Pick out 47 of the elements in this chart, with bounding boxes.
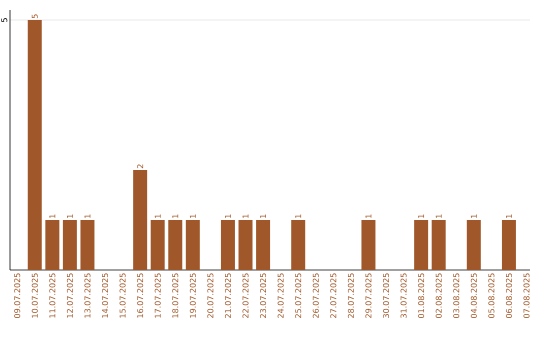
- data-label: 1: [172, 214, 178, 218]
- data-label: 1: [470, 214, 477, 218]
- x-tick-label: 26.07.2025: [312, 273, 319, 318]
- data-label: 1: [84, 214, 90, 218]
- data-label: 1: [225, 214, 231, 218]
- x-tick-label: 11.07.2025: [49, 273, 56, 318]
- data-label: 1: [66, 214, 73, 218]
- x-tick-label: 10.07.2025: [32, 273, 38, 318]
- x-tick-label: 29.07.2025: [365, 273, 372, 318]
- x-tick-label: 06.08.2025: [506, 273, 512, 318]
- data-label: 1: [154, 214, 161, 218]
- x-tick-label: 21.07.2025: [224, 273, 231, 318]
- data-label: 1: [190, 214, 196, 218]
- x-tick-label: 17.07.2025: [154, 273, 161, 318]
- x-tick-label: 28.07.2025: [348, 273, 354, 318]
- data-label: 1: [436, 214, 442, 218]
- data-label: 1: [49, 214, 56, 218]
- x-tick-label: 01.08.2025: [418, 273, 424, 318]
- data-label: 1: [366, 214, 372, 218]
- data-label: 1: [242, 214, 248, 218]
- data-label: 2: [137, 164, 144, 168]
- x-tick-label: 30.07.2025: [382, 273, 390, 318]
- x-tick-label: 03.08.2025: [453, 273, 460, 318]
- x-tick-label: 18.07.2025: [172, 273, 178, 318]
- x-tick-label: 02.08.2025: [436, 273, 442, 318]
- x-tick-label: 16.07.2025: [137, 273, 144, 318]
- data-label: 1: [418, 214, 424, 218]
- x-tick-label: 14.07.2025: [102, 273, 108, 318]
- data-label: 1: [506, 214, 512, 218]
- x-tick-label: 22.07.2025: [242, 273, 249, 318]
- data-label: 1: [260, 214, 266, 218]
- data-label: 5: [32, 14, 38, 18]
- x-tick-label: 15.07.2025: [120, 273, 126, 318]
- x-tick-label: 27.07.2025: [330, 273, 336, 318]
- data-label: 1: [295, 214, 302, 218]
- x-tick-label: 25.07.2025: [295, 273, 302, 318]
- x-tick-label: 07.08.2025: [523, 273, 530, 318]
- x-tick-label: 23.07.2025: [260, 273, 266, 318]
- x-tick-label: 05.08.2025: [488, 273, 494, 318]
- x-tick-label: 12.07.2025: [66, 273, 73, 318]
- x-tick-label: 20.07.2025: [207, 273, 214, 318]
- x-tick-label: 04.08.2025: [470, 273, 477, 318]
- x-tick-label: 09.07.2025: [14, 273, 20, 318]
- x-tick-label: 13.07.2025: [84, 273, 90, 318]
- x-tick-label: 31.07.2025: [400, 273, 407, 318]
- x-tick-label: 19.07.2025: [190, 273, 196, 318]
- x-tick-label: 24.07.2025: [278, 273, 284, 318]
